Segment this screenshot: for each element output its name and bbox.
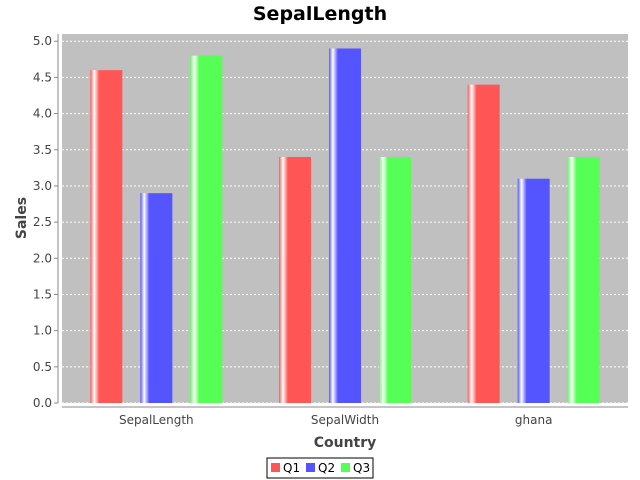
bar-Q3-ghana [567, 157, 600, 403]
x-axis-label: Country [314, 435, 377, 451]
bar-Q1-SepalWidth [279, 157, 311, 403]
legend-label-Q2: Q2 [318, 461, 335, 475]
bar-Q1-SepalLength [90, 70, 123, 404]
x-tick-label: ghana [515, 413, 553, 427]
legend-swatch-Q3 [341, 463, 350, 472]
y-axis-label: Sales [14, 197, 30, 239]
legend-swatch-Q1 [271, 463, 280, 472]
y-axis-ticks: 0.0 0.5 1.0 1.5 2.0 2.5 3.0 3.5 4.0 4.5 5.0 [33, 34, 58, 410]
bar-Q2-ghana [517, 178, 550, 403]
y-tick-label: 2.5 [33, 215, 52, 229]
x-tick-label: SepalLength [119, 413, 194, 427]
legend-swatch-Q2 [306, 463, 315, 472]
legend: Q1 Q2 Q3 [266, 457, 374, 479]
bar-Q1-ghana [467, 84, 500, 403]
x-axis-categories: SepalLength SepalWidth ghana [119, 413, 552, 427]
y-tick-label: 2.0 [33, 251, 52, 265]
bar-Q3-SepalWidth [379, 157, 411, 403]
y-tick-label: 4.5 [33, 70, 52, 84]
y-tick-label: 0.0 [33, 396, 52, 410]
x-tick-label: SepalWidth [311, 413, 379, 427]
legend-label-Q3: Q3 [353, 461, 370, 475]
legend-label-Q1: Q1 [283, 461, 300, 475]
y-tick-label: 0.5 [33, 360, 52, 374]
y-tick-label: 3.5 [33, 143, 52, 157]
y-tick-label: 1.5 [33, 287, 52, 301]
bar-Q2-SepalWidth [329, 48, 361, 404]
y-tick-label: 1.0 [33, 324, 52, 338]
bar-Q3-SepalLength [190, 55, 223, 404]
y-tick-label: 4.0 [33, 107, 52, 121]
y-tick-label: 5.0 [33, 34, 52, 48]
bar-Q2-SepalLength [140, 193, 173, 403]
y-tick-label: 3.0 [33, 179, 52, 193]
bars [90, 48, 600, 404]
chart-title: SepalLength [253, 3, 387, 25]
